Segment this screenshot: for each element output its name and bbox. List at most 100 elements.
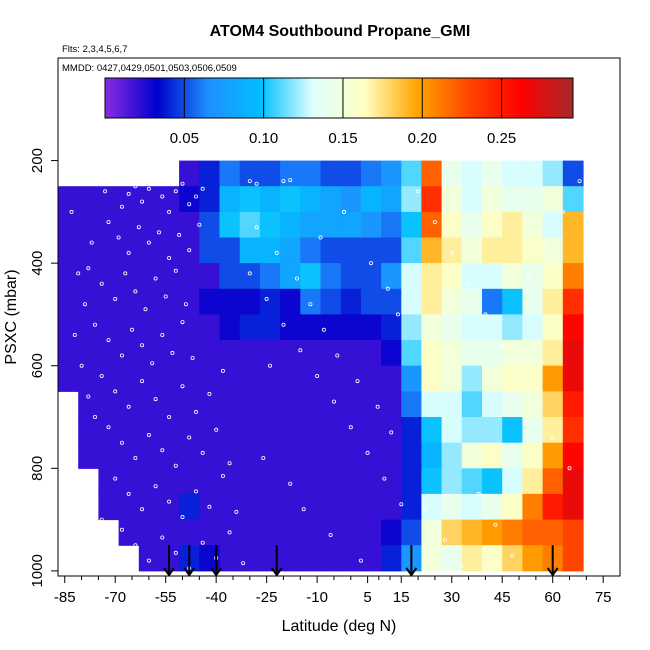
x-tick-label: -85 [54,589,76,606]
heatmap-cell [159,314,180,341]
sample-point [113,181,118,186]
heatmap-cell [320,417,342,444]
sample-point [190,355,195,360]
sample-point [183,302,188,307]
heatmap-cell [461,314,483,341]
sample-point [288,178,293,183]
heatmap-cell [482,237,503,264]
sample-point [395,312,400,317]
heatmap-cell [118,468,140,495]
heatmap-cell [562,442,584,469]
heatmap-cell [159,468,180,495]
x-tick-label: 5 [363,589,371,606]
sample-point [167,209,172,214]
heatmap-cell [199,545,221,572]
sample-point [170,350,175,355]
heatmap-cell [340,237,362,264]
heatmap-cell [441,237,463,264]
heatmap-cell [542,263,564,290]
heatmap-cell [562,468,584,495]
heatmap-cell [421,237,443,264]
sample-point [459,563,464,568]
heatmap-cell [522,237,544,264]
heatmap-cell [219,442,241,469]
sample-point [416,189,421,194]
heatmap-cell [259,545,281,572]
sample-point [432,220,437,225]
heatmap-cell [280,237,301,264]
heatmap-cell [138,237,160,264]
heatmap-cell [381,211,402,239]
heatmap-cell [381,468,402,495]
sample-point [308,302,313,307]
heatmap-cell [401,417,423,444]
x-tick-label: 15 [393,589,410,606]
x-tick-label: -55 [155,589,177,606]
sample-point [113,389,118,394]
heatmap-cell [441,365,463,392]
heatmap-cell [98,186,120,213]
heatmap-cell [320,186,342,213]
heatmap-cell [441,493,463,521]
heatmap-cell [280,314,301,341]
heatmap-cell [360,391,382,418]
heatmap-cell [118,211,140,239]
heatmap-cell [98,468,120,495]
heatmap-cell [542,391,564,418]
heatmap-cell [542,314,564,341]
heatmap-cell [199,340,221,367]
sample-point [76,271,81,276]
sample-point [99,281,104,286]
heatmap-cell [239,340,261,367]
sample-point [510,553,515,558]
sample-point [318,235,323,240]
heatmap-cell [138,340,160,367]
heatmap-cell [138,545,160,572]
heatmap-cell [159,340,180,367]
heatmap-cell [300,468,322,495]
sample-point [207,504,212,509]
heatmap-cell [239,211,261,239]
heatmap-cell [259,186,281,213]
sample-point [234,509,239,514]
colorbar-tick-label: 0.10 [249,130,278,147]
heatmap-cell [340,340,362,367]
sample-point [109,548,114,553]
sample-point [82,302,87,307]
heatmap-cell [401,263,423,290]
heatmap-cell [522,545,544,572]
heatmap-cell [138,493,160,521]
heatmap-cell [461,211,483,239]
sample-point [103,189,108,194]
heatmap-cell [360,545,382,572]
heatmap-cell [239,468,261,495]
heatmap-cell [239,314,261,341]
heatmap-cell [542,186,564,213]
heatmap-cell [78,442,99,469]
heatmap-cell [219,468,241,495]
heatmap-cell [118,237,140,264]
sample-point [442,538,447,543]
heatmap-cell [381,186,402,213]
heatmap-cell [219,340,241,367]
y-tick-label: 800 [29,456,46,481]
flight-marker-head [210,567,222,577]
sample-point [193,489,198,494]
heatmap-cell [401,519,423,546]
flight-marker-head [546,567,559,577]
heatmap-cell [320,340,342,367]
heatmap-cell [239,545,261,572]
sample-point [281,322,286,327]
heatmap-cell [259,288,281,315]
heatmap-cell [78,211,99,239]
sample-point [466,281,471,286]
sample-point [106,220,111,225]
flight-markers [163,545,559,577]
x-tick-label: -25 [256,589,278,606]
heatmap-cell [340,186,362,213]
heatmap-cell [542,237,564,264]
heatmap-cell [502,288,523,315]
x-tick-label: -40 [205,589,227,606]
heatmap-cell [320,468,342,495]
sample-point [173,550,178,555]
